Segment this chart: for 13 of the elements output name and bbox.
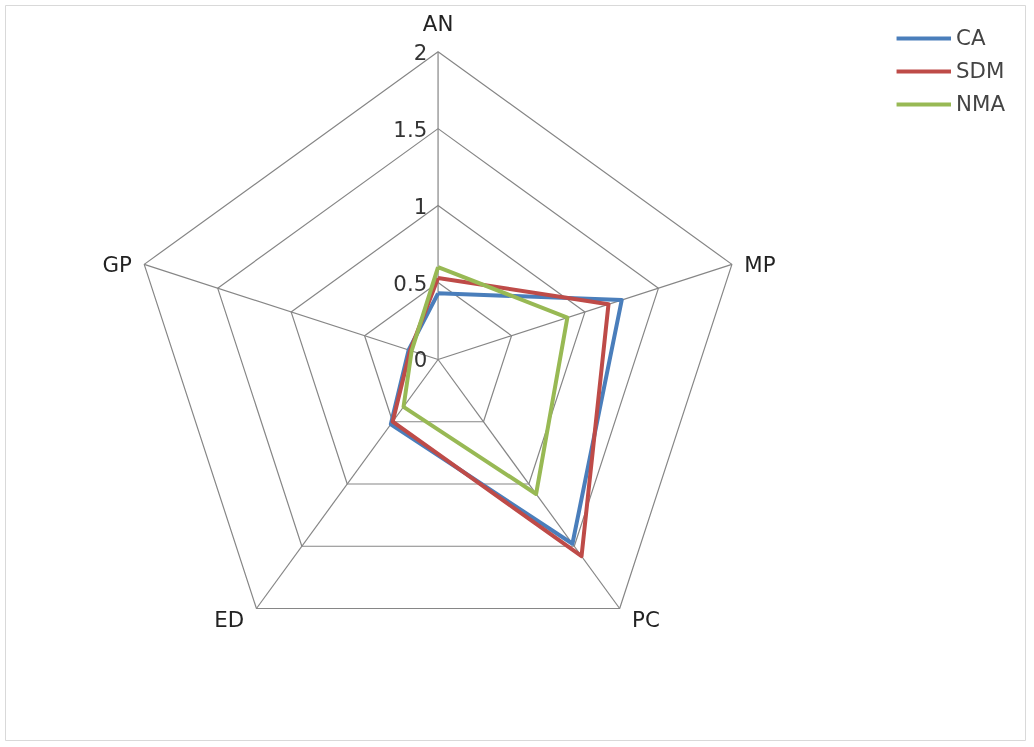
spoke-label: MP [744,251,776,277]
y-tick-label: 1 [413,193,428,219]
spoke-label: GP [102,251,132,277]
y-tick-label: 0.5 [393,270,428,296]
legend-label: NMA [956,91,1005,116]
y-tick-label: 2 [413,39,428,65]
spoke-label: PC [632,606,660,632]
legend-label: CA [956,25,986,50]
legend-label: SDM [956,58,1005,83]
y-tick-label: 0 [413,347,428,373]
y-tick-label: 1.5 [393,116,428,142]
spoke-label: ED [214,606,245,632]
spoke-label: AN [422,11,454,37]
